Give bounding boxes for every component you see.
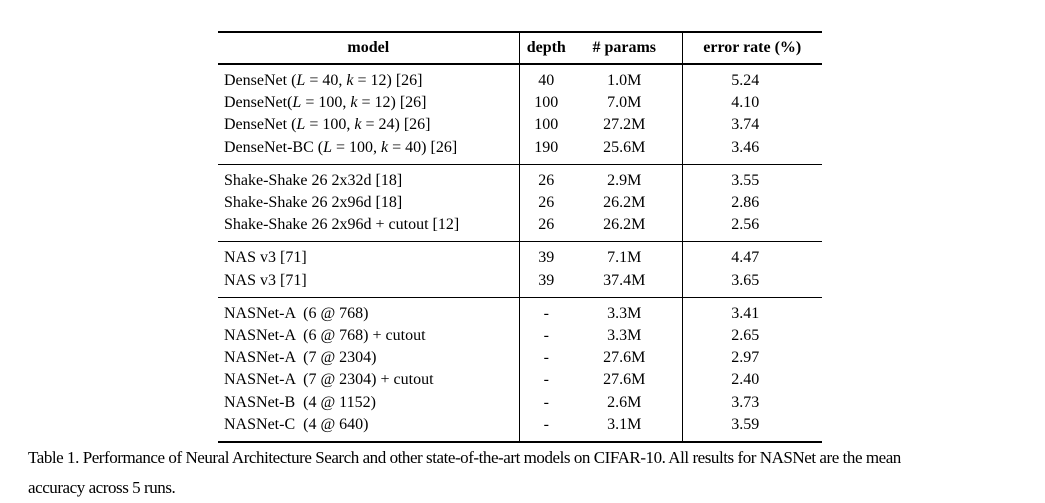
model-cell: DenseNet (L = 100, k = 24) [26]	[224, 116, 431, 134]
col-header-params: # params	[573, 32, 682, 65]
model-cell: NAS v3 [71]	[224, 249, 307, 267]
caption-line: Table 1. Performance of Neural Architect…	[28, 448, 901, 467]
table-row: NASNet-A (6 @ 768) - 3.3M 3.41	[218, 297, 822, 326]
header-row: model depth # params error rate (%)	[218, 32, 822, 65]
params-cell: 2.9M	[607, 171, 642, 189]
model-cell: NASNet-B (4 @ 1152)	[224, 393, 376, 411]
section-densenet: DenseNet (L = 40, k = 12) [26] 40 1.0M 5…	[218, 64, 822, 165]
error-cell: 3.55	[681, 164, 822, 193]
table-header: model depth # params error rate (%)	[218, 32, 822, 65]
depth-cell: 39	[518, 269, 573, 298]
table-row: Shake-Shake 26 2x32d [18] 26 2.9M 3.55	[218, 164, 822, 193]
model-cell: NASNet-A (6 @ 768)	[224, 304, 369, 322]
table-row: DenseNet (L = 40, k = 12) [26] 40 1.0M 5…	[218, 64, 822, 93]
error-cell: 2.56	[681, 214, 822, 242]
table-row: Shake-Shake 26 2x96d [18] 26 26.2M 2.86	[218, 192, 822, 215]
error-cell: 3.73	[681, 391, 822, 414]
error-cell: 4.10	[681, 92, 822, 115]
model-cell: Shake-Shake 26 2x32d [18]	[224, 171, 403, 189]
depth-cell: 100	[518, 92, 573, 115]
error-cell: 3.46	[681, 136, 822, 165]
error-cell: 4.47	[681, 241, 822, 270]
params-cell: 1.0M	[607, 72, 642, 89]
depth-cell: 40	[518, 64, 573, 93]
section-nasnet: NASNet-A (6 @ 768) - 3.3M 3.41 NASNet-A …	[218, 297, 822, 443]
depth-cell: 100	[518, 114, 573, 137]
params-cell: 3.3M	[607, 327, 642, 345]
model-cell: NAS v3 [71]	[224, 271, 307, 289]
caption-line: accuracy across 5 runs.	[28, 478, 176, 497]
col-header-error-rate: error rate (%)	[681, 32, 822, 65]
depth-cell: 26	[518, 192, 573, 215]
params-cell: 7.1M	[607, 249, 642, 267]
error-cell: 3.74	[681, 114, 822, 137]
depth-cell: -	[518, 369, 573, 392]
error-cell: 2.86	[681, 192, 822, 215]
section-nas: NAS v3 [71] 39 7.1M 4.47 NAS v3 [71] 39 …	[218, 241, 822, 298]
params-cell: 26.2M	[603, 194, 646, 212]
model-cell: Shake-Shake 26 2x96d [18]	[224, 194, 403, 212]
params-cell: 27.2M	[603, 116, 646, 134]
depth-cell: -	[518, 325, 573, 348]
depth-cell: -	[518, 391, 573, 414]
params-cell: 3.3M	[607, 304, 642, 322]
params-cell: 27.6M	[603, 349, 646, 367]
table-row: NAS v3 [71] 39 37.4M 3.65	[218, 269, 822, 298]
table-row: DenseNet-BC (L = 100, k = 40) [26] 190 2…	[218, 136, 822, 165]
results-table: model depth # params error rate (%) Dens…	[218, 31, 822, 444]
col-header-model: model	[218, 32, 519, 65]
table-row: DenseNet (L = 100, k = 24) [26] 100 27.2…	[218, 114, 822, 137]
error-cell: 3.65	[681, 269, 822, 298]
table-row: NASNet-A (7 @ 2304) + cutout - 27.6M 2.4…	[218, 369, 822, 392]
table-caption: Table 1. Performance of Neural Architect…	[28, 443, 1038, 503]
depth-cell: -	[518, 297, 573, 326]
table-row: NAS v3 [71] 39 7.1M 4.47	[218, 241, 822, 270]
error-cell: 3.59	[681, 413, 822, 443]
params-cell: 25.6M	[603, 138, 646, 156]
params-cell: 3.1M	[607, 415, 642, 433]
table-row: NASNet-B (4 @ 1152) - 2.6M 3.73	[218, 391, 822, 414]
params-cell: 7.0M	[607, 94, 642, 112]
error-cell: 2.40	[681, 369, 822, 392]
error-cell: 3.41	[681, 297, 822, 326]
depth-cell: 26	[518, 214, 573, 242]
table-row: Shake-Shake 26 2x96d + cutout [12] 26 26…	[218, 214, 822, 242]
depth-cell: -	[518, 347, 573, 370]
depth-cell: -	[518, 413, 573, 443]
model-cell: NASNet-C (4 @ 640)	[224, 415, 369, 433]
table-row: NASNet-C (4 @ 640) - 3.1M 3.59	[218, 413, 822, 443]
model-cell: Shake-Shake 26 2x96d + cutout [12]	[224, 216, 460, 234]
section-shake-shake: Shake-Shake 26 2x32d [18] 26 2.9M 3.55 S…	[218, 164, 822, 242]
error-cell: 2.65	[681, 325, 822, 348]
params-cell: 37.4M	[603, 271, 646, 289]
table-row: NASNet-A (7 @ 2304) - 27.6M 2.97	[218, 347, 822, 370]
params-cell: 2.6M	[607, 393, 642, 411]
table-row: DenseNet(L = 100, k = 12) [26] 100 7.0M …	[218, 92, 822, 115]
model-cell: DenseNet (L = 40, k = 12) [26]	[224, 72, 423, 89]
model-cell: NASNet-A (6 @ 768) + cutout	[224, 327, 426, 345]
table-row: NASNet-A (6 @ 768) + cutout - 3.3M 2.65	[218, 325, 822, 348]
params-cell: 27.6M	[603, 371, 646, 389]
model-cell: NASNet-A (7 @ 2304)	[224, 349, 377, 367]
model-cell: DenseNet(L = 100, k = 12) [26]	[224, 94, 427, 112]
model-cell: NASNet-A (7 @ 2304) + cutout	[224, 371, 434, 389]
model-cell: DenseNet-BC (L = 100, k = 40) [26]	[224, 138, 458, 156]
col-header-depth: depth	[518, 32, 573, 65]
depth-cell: 39	[518, 241, 573, 270]
params-cell: 26.2M	[603, 216, 646, 234]
error-cell: 5.24	[681, 64, 822, 93]
depth-cell: 26	[518, 164, 573, 193]
error-cell: 2.97	[681, 347, 822, 370]
depth-cell: 190	[518, 136, 573, 165]
